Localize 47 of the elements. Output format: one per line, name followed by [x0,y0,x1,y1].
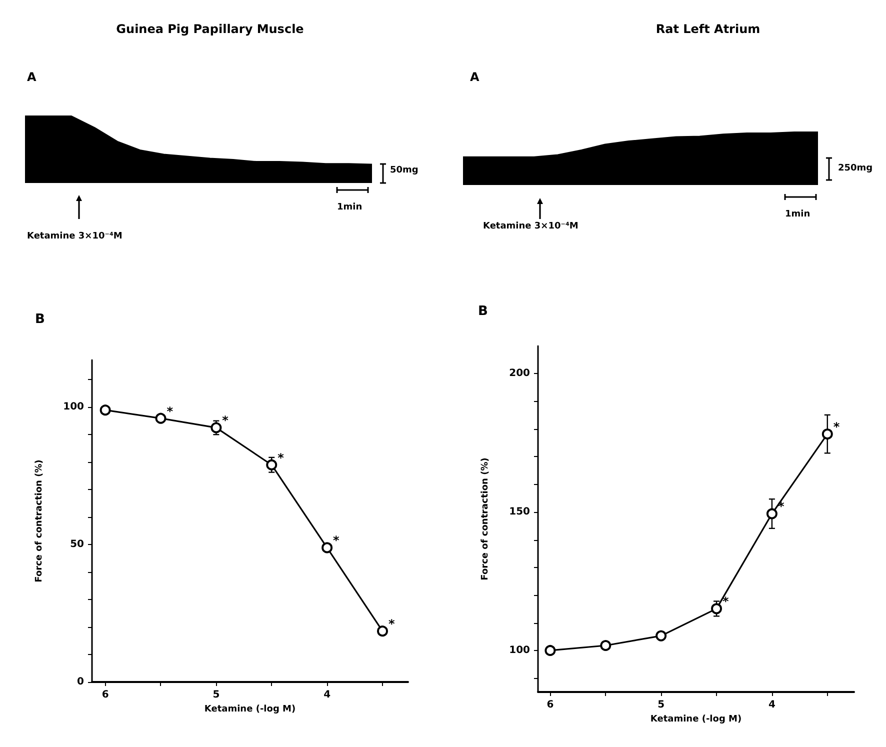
point [322,542,333,554]
point [711,603,722,614]
y-tick-label: 100 [509,644,530,656]
text: 1min [785,210,810,220]
chart-subtitle: A [27,70,37,84]
x-axis-title: Ketamine (-log M) [204,704,296,714]
annotation: * [388,617,396,632]
x-axis-title: Ketamine (-log M) [650,714,742,724]
x-tick-label: 4 [324,690,331,700]
annotation: * [278,450,285,465]
text: 1min [337,202,362,212]
annotation: * [222,414,230,428]
text: Ketamine 3×10⁻⁴M [27,232,122,242]
point [100,404,111,416]
point [210,422,222,434]
annotation: * [833,420,840,434]
x-tick-label: 4 [768,700,776,710]
chart-title: Rat Left Atrium [656,22,760,36]
y-axis-title: Force of contraction (%) [34,460,44,582]
annotation: * [722,594,730,609]
point [155,412,166,424]
point [656,630,667,642]
text: 50mg [390,166,418,176]
y-tick-label: 150 [509,506,530,518]
annotation: * [333,534,340,548]
annotation: * [166,404,174,418]
chart-title: B [478,304,488,319]
y-tick-label: 50 [70,538,84,550]
y-axis-title: Force of contraction (%) [480,458,490,580]
x-tick-label: 5 [658,700,665,710]
chart-subtitle: A [470,70,480,84]
x-tick-label: 5 [212,690,220,700]
text: Ketamine 3×10⁻⁴M [483,222,578,232]
point [766,508,778,520]
point [600,640,612,651]
y-tick-label: 100 [63,401,84,412]
point [822,428,833,440]
chart-title: Guinea Pig Papillary Muscle [116,22,304,36]
point [266,459,278,470]
y-tick-label: 0 [77,676,84,688]
x-tick-label: 6 [546,700,554,710]
text: 250mg [838,164,873,174]
point [544,644,556,656]
y-tick-label: 200 [509,368,530,380]
chart-title: B [35,312,45,327]
point [377,626,388,637]
x-tick-label: 6 [102,690,109,700]
